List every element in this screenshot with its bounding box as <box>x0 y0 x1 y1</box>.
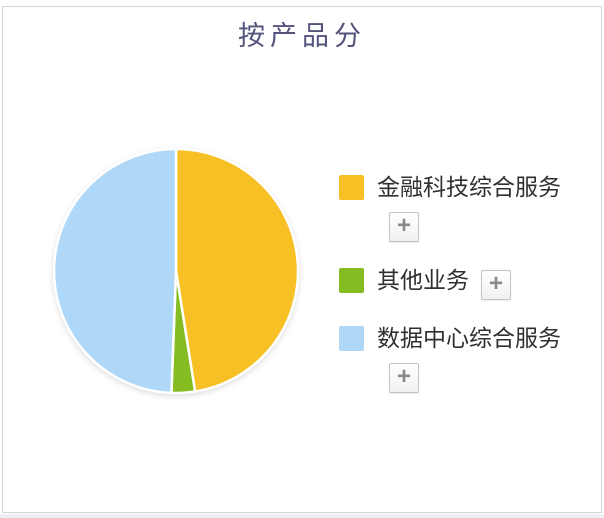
page-bottom-edge <box>0 514 604 518</box>
plus-icon: + <box>488 269 503 297</box>
legend-item-1[interactable]: 金融科技综合服务 + <box>339 170 601 243</box>
legend-color-swatch <box>339 268 364 293</box>
legend-item-3[interactable]: 数据中心综合服务 + <box>339 321 601 394</box>
plus-icon: + <box>396 362 411 390</box>
chart-title: 按产品分 <box>238 21 366 51</box>
pie-slice-1[interactable] <box>174 147 300 393</box>
legend-color-swatch <box>339 326 364 351</box>
pie-chart[interactable] <box>51 146 301 396</box>
legend-item-2[interactable]: 其他业务 + <box>339 263 601 301</box>
legend-label: 金融科技综合服务 <box>377 174 561 200</box>
legend: 金融科技综合服务 + 其他业务 + 数据中心综合服务 + <box>339 170 601 414</box>
legend-item-content: 金融科技综合服务 + <box>377 170 592 243</box>
legend-label: 其他业务 <box>377 267 469 293</box>
legend-item-content: 其他业务 + <box>377 263 511 301</box>
add-button[interactable]: + <box>389 211 419 242</box>
legend-item-content: 数据中心综合服务 + <box>377 321 592 394</box>
pie-slice-3[interactable] <box>52 147 178 395</box>
plus-icon: + <box>396 211 411 239</box>
add-button[interactable]: + <box>389 362 419 393</box>
legend-color-swatch <box>339 175 364 200</box>
legend-label: 数据中心综合服务 <box>377 325 561 351</box>
add-button[interactable]: + <box>481 269 511 300</box>
